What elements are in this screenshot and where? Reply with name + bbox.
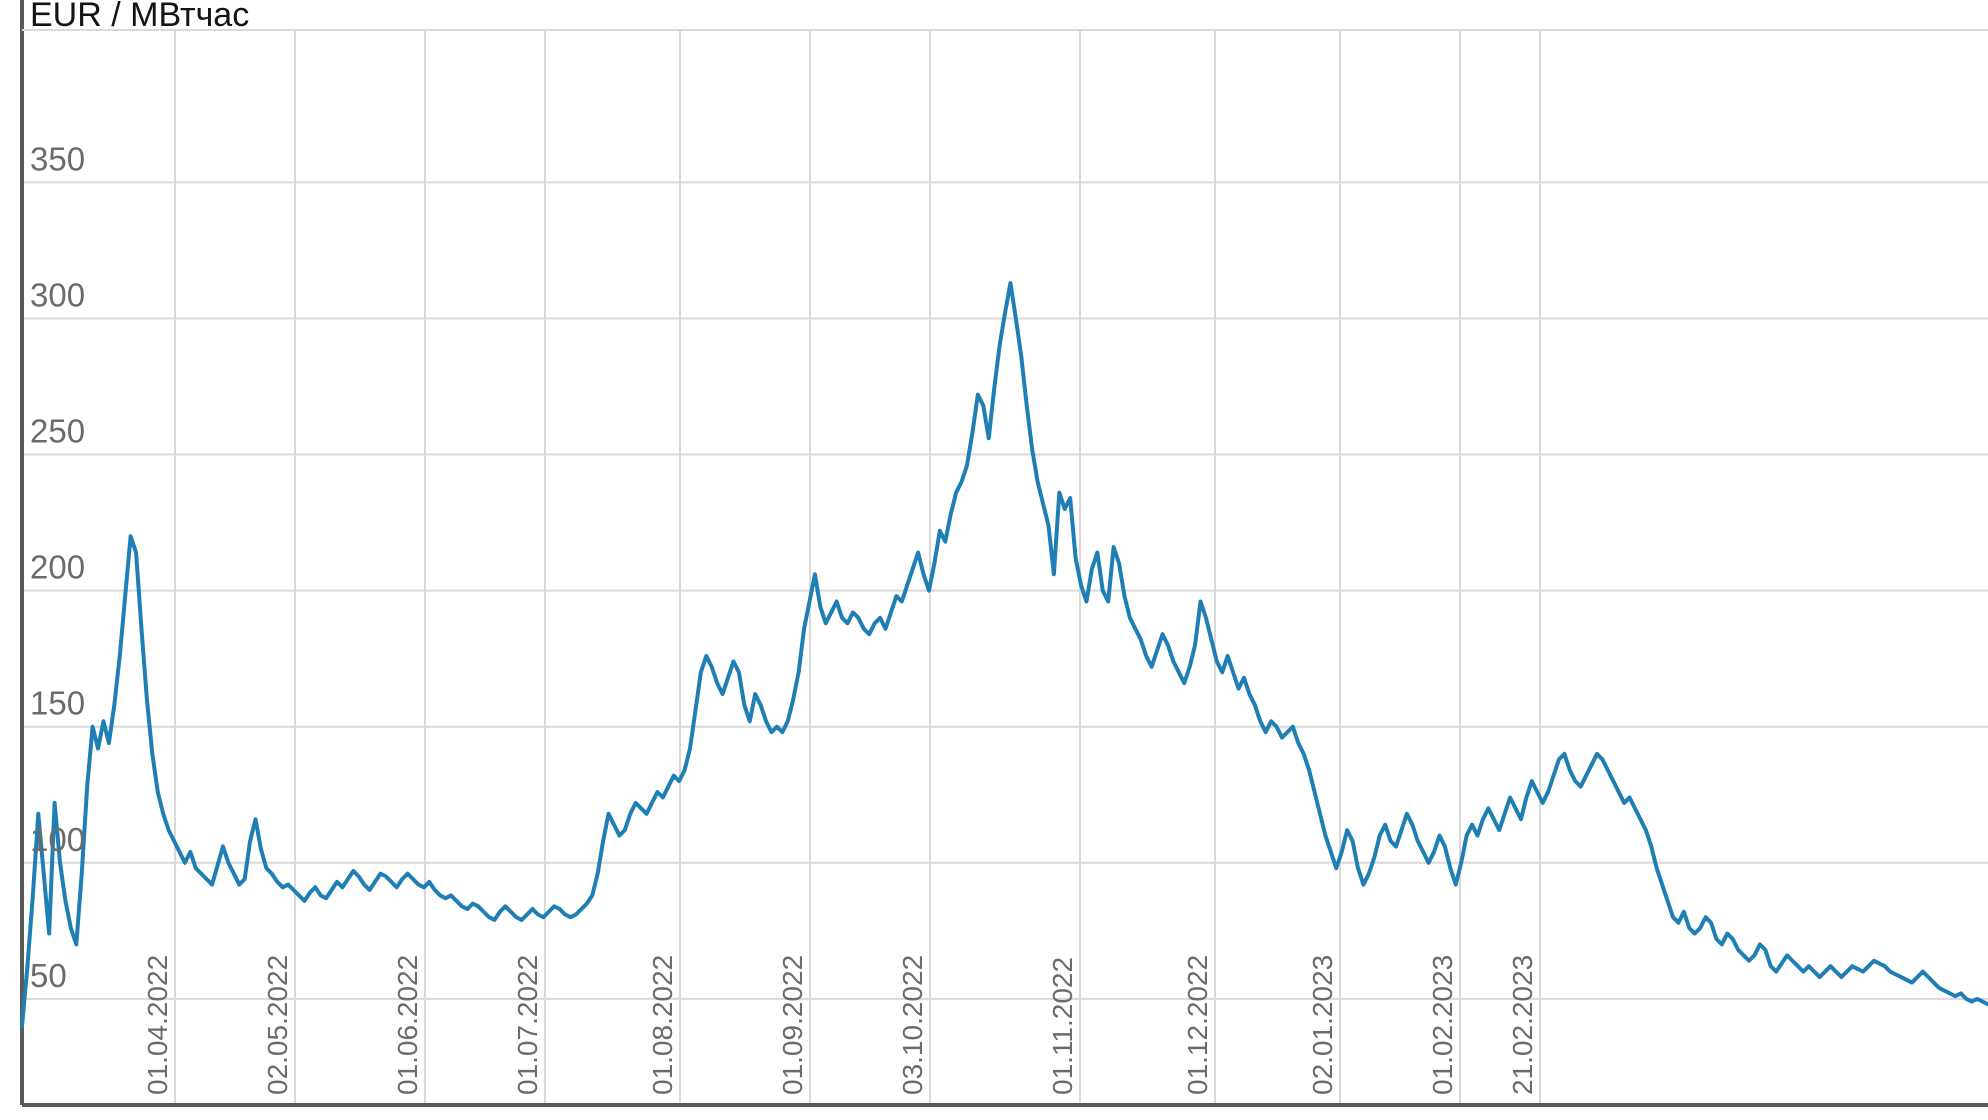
x-tick-label: 01.06.2022 — [392, 955, 423, 1095]
vertical-gridlines — [174, 30, 1541, 1105]
x-axis-tick-labels: 01.04.2022 02.05.2022 01.06.2022 01.07.2022… — [142, 955, 1538, 1095]
data-series-group — [20, 281, 1988, 1029]
x-tick-label: 01.02.2023 — [1427, 955, 1458, 1095]
x-tick-label: 01.08.2022 — [647, 955, 678, 1095]
x-tick-label: 01.07.2022 — [512, 955, 543, 1095]
y-axis-tick-labels: 50 100 150 200 250 300 350 — [30, 140, 85, 993]
y-tick-label: 350 — [30, 140, 85, 177]
y-tick-label: 50 — [30, 957, 67, 994]
x-tick-label: 02.05.2022 — [262, 955, 293, 1095]
x-tick-label: 03.10.2022 — [897, 955, 928, 1095]
axis-lines — [20, 0, 1988, 1107]
x-tick-label: 01.04.2022 — [142, 955, 173, 1095]
x-tick-label: 01.12.2022 — [1182, 955, 1213, 1095]
y-tick-label: 150 — [30, 685, 85, 722]
x-tick-label: 01.11.2022 — [1047, 957, 1078, 1095]
y-tick-label: 200 — [30, 549, 85, 586]
y-tick-label: 100 — [30, 821, 85, 858]
x-tick-label: 21.02.2023 — [1507, 955, 1538, 1095]
chart-title: EUR / МВтчас — [30, 0, 250, 34]
x-tick-label: 01.09.2022 — [777, 955, 808, 1095]
x-tick-label: 02.01.2023 — [1307, 955, 1338, 1095]
y-tick-label: 250 — [30, 413, 85, 450]
series-line — [20, 281, 1988, 1029]
y-tick-label: 300 — [30, 276, 85, 313]
